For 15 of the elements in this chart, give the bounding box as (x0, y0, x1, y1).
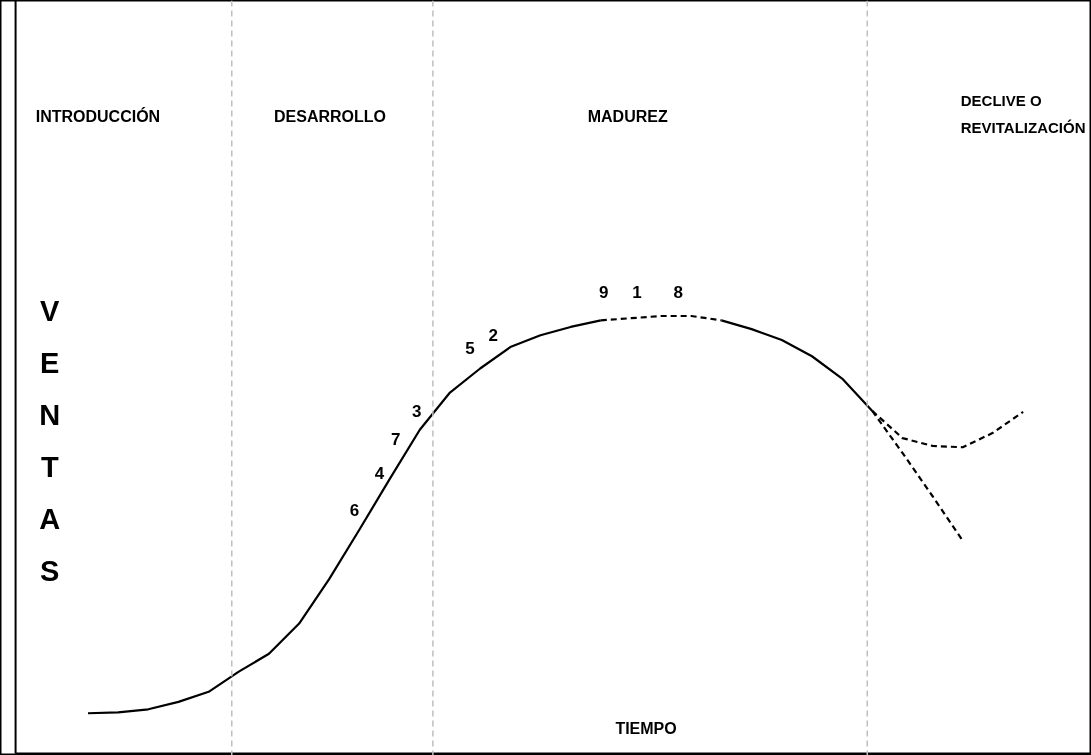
text: 8 (673, 282, 683, 302)
annotation: 2 (488, 326, 498, 346)
text: INTRODUCCIÓN (35, 106, 161, 125)
text: MADUREZ (587, 107, 668, 125)
text: DESARROLLO (274, 107, 386, 125)
x-axis-title: TIEMPO (615, 719, 677, 737)
y-axis-title: VENTAS (39, 295, 61, 587)
text: 9 (599, 282, 609, 302)
annotation: 3 (412, 401, 422, 421)
annotation: 6 (349, 500, 360, 520)
text: 1 (632, 282, 642, 302)
annotation: 5 (465, 339, 475, 359)
text: DECLIVE O REVITALIZACIÓN (960, 92, 1086, 137)
annotation: 4 (374, 464, 385, 484)
annotation: 7 (390, 429, 401, 449)
